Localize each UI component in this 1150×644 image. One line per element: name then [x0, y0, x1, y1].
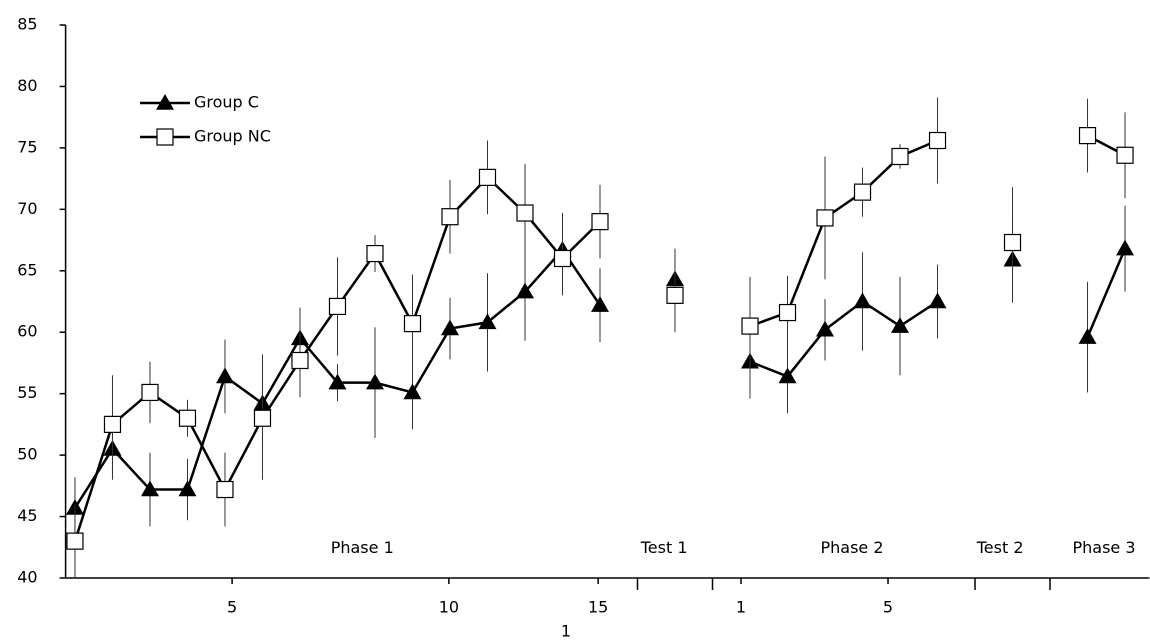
point — [816, 209, 834, 227]
point — [215, 367, 234, 384]
point — [928, 292, 947, 309]
point — [928, 131, 947, 150]
point — [328, 297, 347, 316]
point — [553, 249, 572, 268]
point — [778, 367, 797, 384]
point — [403, 383, 422, 400]
phase-label: Test 2 — [976, 538, 1024, 557]
point — [178, 480, 197, 497]
point — [478, 168, 497, 186]
point — [666, 286, 684, 304]
point — [140, 480, 159, 497]
point — [591, 213, 609, 231]
y-tick-label: 80 — [17, 76, 37, 95]
point — [253, 409, 272, 427]
point — [516, 204, 534, 222]
point — [441, 208, 459, 226]
x-tick-label: 5 — [883, 598, 893, 617]
point — [853, 183, 872, 201]
point — [515, 282, 534, 299]
point — [291, 351, 309, 370]
phase-label: Phase 2 — [820, 538, 883, 557]
point — [366, 244, 384, 263]
y-tick-label: 55 — [17, 383, 37, 402]
y-tick-label: 45 — [17, 506, 37, 525]
phase-label: Phase 3 — [1072, 538, 1135, 557]
point — [778, 303, 797, 322]
y-tick-label: 75 — [17, 137, 37, 156]
point — [816, 320, 835, 337]
series-line — [1086, 248, 1127, 338]
x-axis-label: 1 — [561, 622, 571, 641]
y-tick-label: 85 — [17, 15, 37, 34]
point — [1116, 239, 1135, 256]
series-line — [73, 175, 601, 542]
point — [1078, 328, 1097, 344]
point — [1003, 233, 1022, 252]
point — [440, 319, 459, 336]
point — [853, 292, 872, 309]
y-tick-label: 70 — [17, 199, 37, 218]
x-tick-label: 10 — [439, 598, 459, 617]
point — [365, 373, 384, 390]
series-line — [749, 139, 939, 328]
point — [403, 315, 422, 333]
point — [1078, 126, 1097, 145]
x-tick-label: 5 — [227, 598, 237, 617]
point — [741, 317, 759, 335]
point — [141, 383, 159, 402]
legend-label: Group C — [194, 93, 259, 112]
legend-marker — [156, 128, 174, 146]
phase-label: Phase 1 — [331, 538, 394, 557]
y-tick-label: 60 — [17, 322, 37, 341]
y-tick-label: 65 — [17, 260, 37, 279]
point — [178, 409, 197, 427]
point — [891, 147, 909, 166]
y-tick-label: 40 — [17, 568, 37, 587]
point — [590, 296, 609, 312]
point — [328, 373, 347, 390]
point — [891, 317, 910, 333]
point — [103, 415, 122, 433]
phase-label: Test 1 — [640, 538, 688, 557]
point — [216, 480, 234, 499]
point — [66, 532, 84, 550]
y-tick-label: 50 — [17, 445, 37, 464]
x-tick-label: 15 — [588, 598, 608, 617]
point — [478, 313, 497, 330]
series-line — [749, 299, 939, 378]
legend-label: Group NC — [194, 127, 271, 146]
legend-marker — [156, 94, 174, 110]
point — [1116, 146, 1134, 164]
x-tick-label: 1 — [736, 598, 746, 617]
